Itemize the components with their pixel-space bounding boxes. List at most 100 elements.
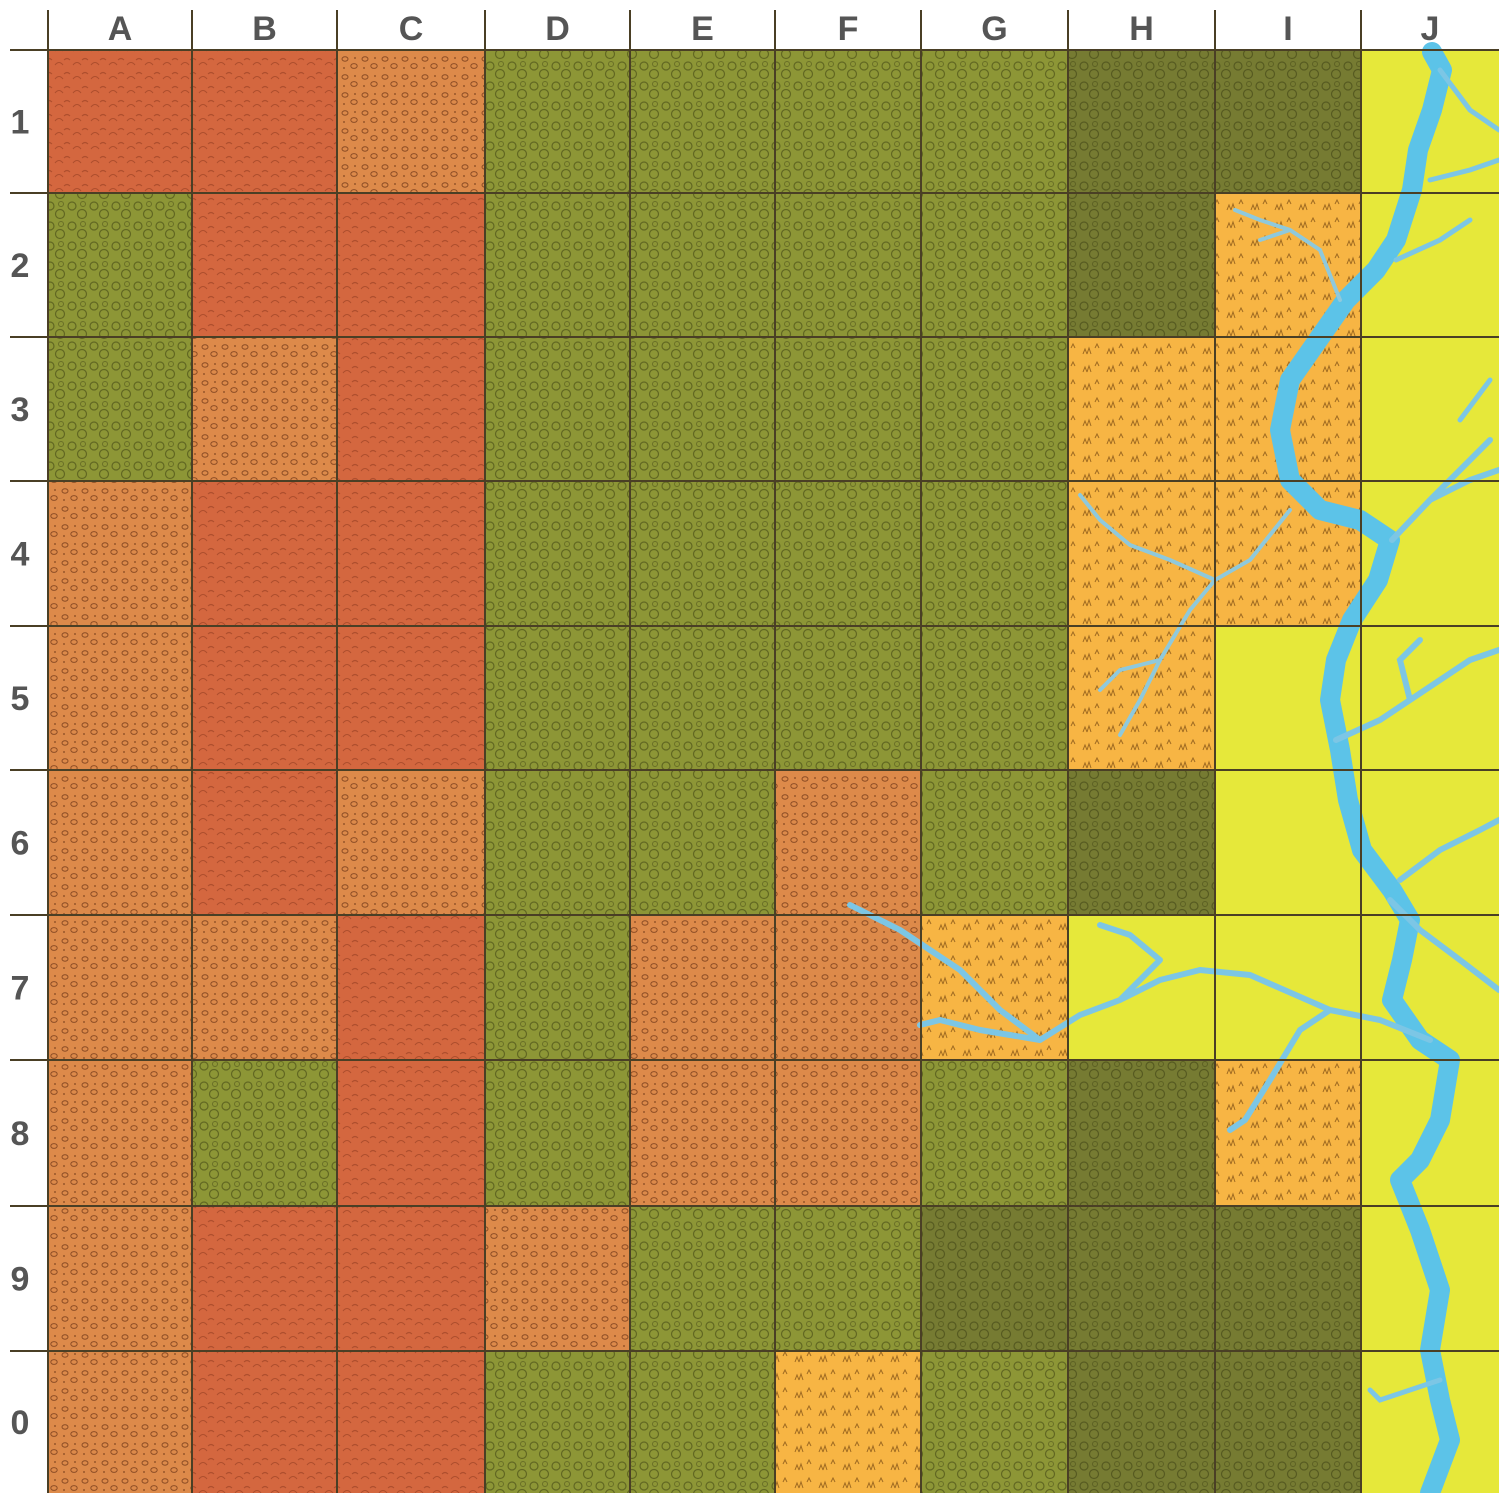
cell-B0[interactable] — [192, 1351, 337, 1493]
cell-C2[interactable] — [337, 193, 485, 337]
cell-A5[interactable] — [48, 626, 192, 770]
cell-H1[interactable] — [1068, 50, 1215, 193]
cell-G4[interactable] — [921, 481, 1068, 626]
cell-F1[interactable] — [775, 50, 921, 193]
cell-G3[interactable] — [921, 337, 1068, 481]
cell-B4[interactable] — [192, 481, 337, 626]
cell-C1[interactable] — [337, 50, 485, 193]
cell-D1[interactable] — [485, 50, 630, 193]
olive-forest-texture — [921, 50, 1068, 193]
cell-E2[interactable] — [630, 193, 775, 337]
cell-D2[interactable] — [485, 193, 630, 337]
cell-E3[interactable] — [630, 337, 775, 481]
cell-B2[interactable] — [192, 193, 337, 337]
cell-C0[interactable] — [337, 1351, 485, 1493]
cell-C6[interactable] — [337, 770, 485, 915]
cell-A1[interactable] — [48, 50, 192, 193]
cell-A3[interactable] — [48, 337, 192, 481]
olive-forest-texture — [630, 193, 775, 337]
cell-A6[interactable] — [48, 770, 192, 915]
cell-A9[interactable] — [48, 1206, 192, 1351]
cell-D4[interactable] — [485, 481, 630, 626]
orange-scrub-texture — [48, 1060, 192, 1206]
cell-A2[interactable] — [48, 193, 192, 337]
cell-H4[interactable] — [1068, 481, 1215, 626]
cell-J6[interactable] — [1361, 770, 1499, 915]
olive-forest-texture — [485, 626, 630, 770]
column-label: D — [545, 10, 570, 48]
cell-G2[interactable] — [921, 193, 1068, 337]
cell-F8[interactable] — [775, 1060, 921, 1206]
cell-A4[interactable] — [48, 481, 192, 626]
cell-D0[interactable] — [485, 1351, 630, 1493]
cell-J5[interactable] — [1361, 626, 1499, 770]
red-badlands-texture — [192, 1351, 337, 1493]
cell-E0[interactable] — [630, 1351, 775, 1493]
cell-F2[interactable] — [775, 193, 921, 337]
cell-H3[interactable] — [1068, 337, 1215, 481]
cell-J3[interactable] — [1361, 337, 1499, 481]
cell-B7[interactable] — [192, 915, 337, 1060]
cell-B5[interactable] — [192, 626, 337, 770]
cell-F3[interactable] — [775, 337, 921, 481]
olive-forest-texture — [921, 1060, 1068, 1206]
cell-F5[interactable] — [775, 626, 921, 770]
cell-E1[interactable] — [630, 50, 775, 193]
cell-D8[interactable] — [485, 1060, 630, 1206]
cell-A8[interactable] — [48, 1060, 192, 1206]
cell-D3[interactable] — [485, 337, 630, 481]
cell-I0[interactable] — [1215, 1351, 1361, 1493]
cell-F9[interactable] — [775, 1206, 921, 1351]
plains-fill — [1361, 626, 1499, 770]
cell-H2[interactable] — [1068, 193, 1215, 337]
cell-I1[interactable] — [1215, 50, 1361, 193]
cell-B9[interactable] — [192, 1206, 337, 1351]
red-badlands-texture — [192, 770, 337, 915]
cell-C7[interactable] — [337, 915, 485, 1060]
olive-forest-texture — [775, 1206, 921, 1351]
cell-E4[interactable] — [630, 481, 775, 626]
cell-G6[interactable] — [921, 770, 1068, 915]
cell-D9[interactable] — [485, 1206, 630, 1351]
cell-B3[interactable] — [192, 337, 337, 481]
cell-G0[interactable] — [921, 1351, 1068, 1493]
cell-H9[interactable] — [1068, 1206, 1215, 1351]
cell-G9[interactable] — [921, 1206, 1068, 1351]
cell-C9[interactable] — [337, 1206, 485, 1351]
cell-H0[interactable] — [1068, 1351, 1215, 1493]
cell-D6[interactable] — [485, 770, 630, 915]
cell-I8[interactable] — [1215, 1060, 1361, 1206]
cell-E5[interactable] — [630, 626, 775, 770]
cell-B1[interactable] — [192, 50, 337, 193]
cell-H6[interactable] — [1068, 770, 1215, 915]
cell-F0[interactable] — [775, 1351, 921, 1493]
cell-D5[interactable] — [485, 626, 630, 770]
cell-A0[interactable] — [48, 1351, 192, 1493]
cell-B6[interactable] — [192, 770, 337, 915]
cell-A7[interactable] — [48, 915, 192, 1060]
cell-F7[interactable] — [775, 915, 921, 1060]
cell-F6[interactable] — [775, 770, 921, 915]
cell-B8[interactable] — [192, 1060, 337, 1206]
cell-G1[interactable] — [921, 50, 1068, 193]
cell-E7[interactable] — [630, 915, 775, 1060]
cell-C3[interactable] — [337, 337, 485, 481]
red-badlands-texture — [192, 626, 337, 770]
cell-H8[interactable] — [1068, 1060, 1215, 1206]
cell-F4[interactable] — [775, 481, 921, 626]
cell-E9[interactable] — [630, 1206, 775, 1351]
cell-E6[interactable] — [630, 770, 775, 915]
cell-D7[interactable] — [485, 915, 630, 1060]
cell-C8[interactable] — [337, 1060, 485, 1206]
cell-C4[interactable] — [337, 481, 485, 626]
olive-forest-texture — [485, 915, 630, 1060]
cell-G5[interactable] — [921, 626, 1068, 770]
cell-E8[interactable] — [630, 1060, 775, 1206]
cell-I6[interactable] — [1215, 770, 1361, 915]
cell-G8[interactable] — [921, 1060, 1068, 1206]
cell-I7[interactable] — [1215, 915, 1361, 1060]
cell-I4[interactable] — [1215, 481, 1361, 626]
cell-C5[interactable] — [337, 626, 485, 770]
orange-scrub-texture — [337, 50, 485, 193]
cell-I9[interactable] — [1215, 1206, 1361, 1351]
